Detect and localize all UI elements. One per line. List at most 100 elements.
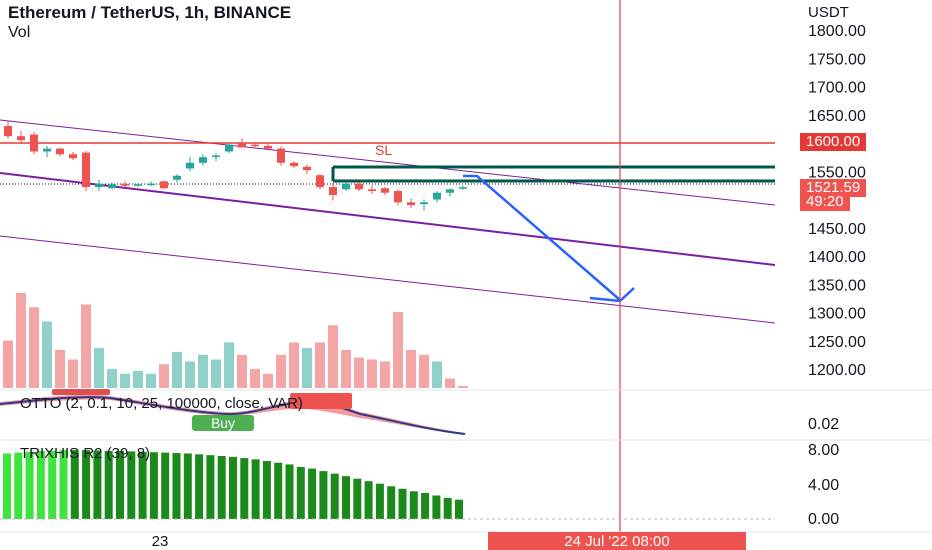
candle-body — [30, 134, 38, 152]
volume-bar — [341, 350, 351, 388]
volume-bar — [432, 361, 442, 388]
candle-body — [342, 183, 350, 190]
volume-bar — [120, 373, 130, 388]
crosshair-time-box — [488, 532, 746, 550]
trix-bar — [240, 458, 249, 519]
candle-body — [420, 202, 428, 205]
volume-bar — [393, 312, 403, 388]
trix-bar — [330, 473, 339, 519]
candle-body — [355, 183, 363, 190]
trix-tick-label: 4.00 — [808, 477, 839, 494]
volume-bar — [159, 364, 169, 388]
trix-bar — [296, 466, 305, 519]
volume-bar — [406, 350, 416, 388]
trix-bar — [375, 483, 384, 519]
volume-bar — [328, 325, 338, 388]
trix-bar — [149, 452, 158, 519]
volume-bar — [224, 342, 234, 388]
candle-body — [407, 202, 415, 206]
candle-body — [329, 187, 337, 195]
volume-bar — [276, 354, 286, 388]
volume-bar — [367, 359, 377, 388]
symbol-title: Ethereum / TetherUS, 1h, BINANCE — [8, 3, 292, 22]
volume-bar — [172, 351, 182, 388]
trix-bar — [319, 471, 328, 519]
candle-body — [303, 166, 311, 171]
volume-bar — [94, 348, 104, 388]
candle-body — [69, 154, 77, 159]
trix-bar — [387, 486, 396, 519]
volume-bar — [133, 370, 143, 388]
price-tick-label: 1350.00 — [808, 277, 866, 294]
candle-body — [251, 144, 259, 147]
volume-bar — [55, 350, 65, 388]
otto-tick-label: 0.02 — [808, 416, 839, 433]
trix-bar — [104, 450, 113, 519]
candle-body — [43, 148, 51, 152]
trix-bar — [116, 450, 124, 519]
trix-bar — [443, 498, 452, 519]
trix-bar — [409, 491, 418, 519]
candle-body — [446, 189, 454, 193]
trix-bar — [217, 456, 226, 519]
price-tick-label: 1450.00 — [808, 221, 866, 238]
buy-label: Buy — [211, 415, 235, 431]
trix-bar — [206, 455, 215, 519]
price-tick-label: 1550.00 — [808, 164, 866, 181]
trix-bar — [455, 499, 463, 519]
trix-bar — [432, 495, 441, 519]
candle-body — [160, 181, 168, 189]
crosshair-time-label: 24 Jul '22 08:00 — [564, 533, 669, 550]
volume-bar — [237, 354, 247, 388]
trix-bar — [342, 476, 350, 519]
trix-bar — [36, 450, 45, 519]
trix-bar — [70, 450, 79, 519]
volume-bar — [250, 369, 260, 388]
trix-indicator-title: TRIXHIS R2 (39, 8) — [20, 445, 151, 462]
trix-bar — [93, 450, 102, 519]
trix-tick-label: 8.00 — [808, 442, 839, 459]
projection-arrow-line — [463, 174, 621, 301]
trix-bar — [398, 488, 407, 519]
volume-label: Vol — [8, 24, 31, 41]
candle-body — [186, 162, 194, 169]
volume-bar — [289, 342, 299, 388]
trix-tick-label: 0.00 — [808, 511, 839, 528]
trix-bar — [364, 481, 373, 519]
candle-body — [17, 136, 25, 141]
candle-body — [212, 155, 220, 158]
otto-signal-marker — [52, 389, 110, 395]
price-tick-label: 1700.00 — [808, 80, 866, 97]
otto-sell-marker — [290, 393, 352, 409]
candle-body — [134, 184, 142, 186]
price-tick-label: 1400.00 — [808, 249, 866, 266]
volume-bar — [16, 293, 26, 388]
trix-bar — [59, 450, 68, 519]
candle-body — [381, 188, 389, 193]
price-tick-label: 1250.00 — [808, 334, 866, 351]
volume-bar — [302, 348, 312, 388]
price-tick-label: 1200.00 — [808, 362, 866, 379]
candle-body — [82, 152, 90, 188]
volume-bar — [29, 307, 39, 388]
trix-bar — [195, 454, 204, 519]
trix-bar — [421, 492, 430, 519]
trix-bar — [3, 453, 11, 519]
trix-bar — [274, 462, 283, 519]
trix-bar — [229, 456, 237, 519]
volume-bar — [81, 304, 91, 388]
candle-body — [433, 192, 441, 200]
candle-body — [95, 183, 103, 188]
trix-bar — [48, 450, 57, 519]
price-tick-label: 1650.00 — [808, 108, 866, 125]
chart-legend: Ethereum / TetherUS, 1h, BINANCE Vol — [8, 3, 291, 43]
volume-bar — [198, 354, 208, 388]
channel-middle-line — [0, 172, 776, 266]
otto-line — [0, 396, 466, 435]
channel-upper-line — [0, 119, 776, 206]
volume-bar — [419, 354, 429, 388]
last-price-tag: 1521.59 — [800, 179, 867, 197]
sl-price-tag: 1600.00 — [800, 133, 867, 151]
candle-body — [199, 157, 207, 163]
